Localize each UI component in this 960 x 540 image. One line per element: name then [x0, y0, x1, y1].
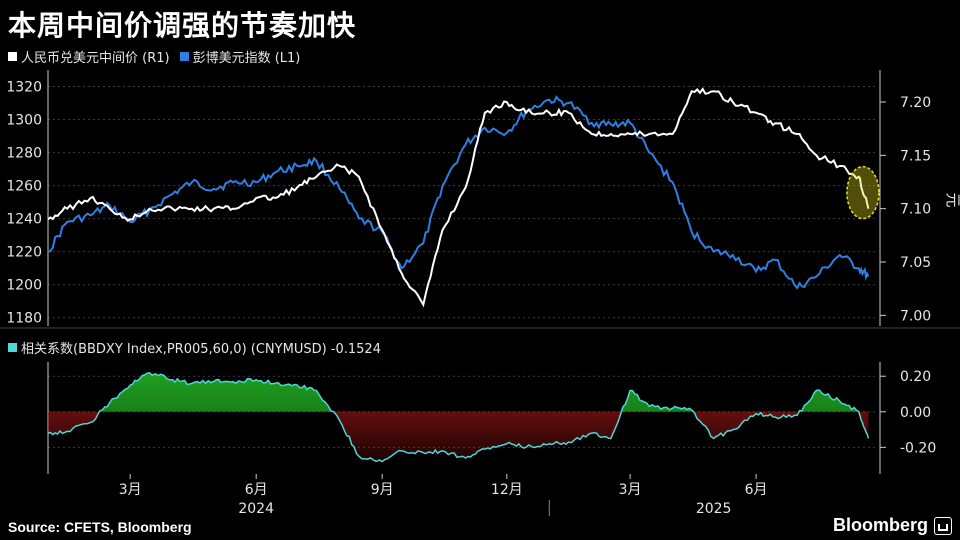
left-axis-tick-label: 1300	[6, 113, 42, 129]
left-axis-tick-label: 1260	[6, 179, 42, 195]
x-axis-month-label: 9月	[371, 482, 394, 498]
right-axis-tick-label: 7.20	[900, 95, 931, 111]
right-axis-tick-label: 7.15	[900, 148, 931, 164]
bottom-axis-tick-label: 0.20	[900, 369, 931, 385]
x-axis-month-label: 12月	[491, 482, 523, 498]
left-axis-tick-label: 1320	[6, 80, 42, 96]
legend-label-cny: 人民币兑美元中间价 (R1)	[21, 51, 170, 66]
left-axis-tick-label: 1200	[6, 278, 42, 294]
bloomberg-chart-icon	[934, 516, 952, 535]
legend-swatch-corr	[8, 343, 17, 352]
legend-swatch-dxy	[179, 52, 189, 61]
x-axis-month-label: 3月	[119, 482, 142, 498]
right-axis-tick-label: 7.00	[900, 308, 931, 324]
x-axis-year-label: 2025	[696, 501, 732, 517]
bottom-legend: 相关系数(BBDXY Index,PR005,60,0) (CNYMUSD) -…	[8, 338, 381, 357]
left-axis-tick-label: 1240	[6, 212, 42, 228]
corr-area-negative	[48, 411, 869, 462]
left-axis-tick-label: 1180	[6, 311, 42, 327]
right-axis-tick-label: 7.10	[900, 202, 931, 218]
left-axis-tick-label: 1220	[6, 245, 42, 261]
x-axis-month-label: 6月	[245, 482, 268, 498]
x-axis-month-label: 3月	[619, 482, 642, 498]
top-legend: 人民币兑美元中间价 (R1) 彭博美元指数 (L1)	[8, 47, 300, 66]
right-axis-unit: 元	[944, 192, 960, 207]
right-axis-tick-label: 7.05	[900, 255, 931, 271]
source-note: Source: CFETS, Bloomberg	[8, 519, 192, 535]
highlight-ellipse	[846, 165, 880, 220]
bloomberg-logo: Bloomberg	[833, 515, 952, 536]
corr-area-positive	[99, 372, 859, 412]
left-axis-tick-label: 1280	[6, 146, 42, 162]
legend-swatch-cny	[8, 52, 17, 61]
legend-item-cny: 人民币兑美元中间价 (R1)	[8, 47, 170, 66]
x-axis-month-label: 6月	[745, 482, 768, 498]
legend-label-dxy: 彭博美元指数 (L1)	[192, 51, 301, 66]
legend-label-corr: 相关系数(BBDXY Index,PR005,60,0) (CNYMUSD) -…	[21, 342, 381, 357]
series-line-cny	[47, 87, 870, 308]
chart-title: 本周中间价调强的节奏加快	[8, 9, 357, 42]
x-axis-year-label: 2024	[238, 501, 274, 517]
series-line-corr	[47, 371, 870, 463]
brand-name: Bloomberg	[832, 515, 928, 535]
legend-item-dxy: 彭博美元指数 (L1)	[179, 47, 301, 66]
bottom-axis-tick-label: -0.20	[900, 440, 936, 456]
series-line-dxy	[47, 95, 870, 290]
bottom-axis-tick-label: 0.00	[900, 405, 931, 421]
